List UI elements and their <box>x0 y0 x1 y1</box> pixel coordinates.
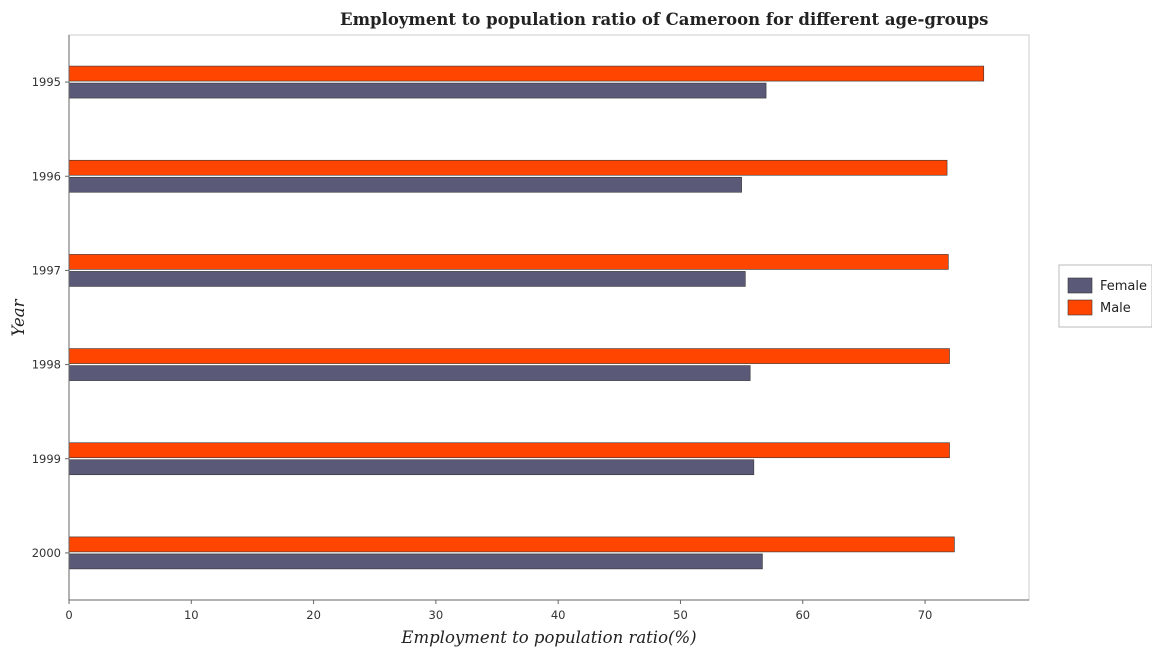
bar-male-1998 <box>68 348 950 364</box>
y-tick-label: 1999 <box>32 452 61 466</box>
chart-title: Employment to population ratio of Camero… <box>340 10 988 29</box>
y-tick-label: 1998 <box>32 358 61 372</box>
legend-label-male: Male <box>1100 301 1131 316</box>
legend-swatch-male <box>1067 299 1093 316</box>
x-tick-label: 60 <box>795 608 810 622</box>
bar-female-1996 <box>68 176 742 193</box>
x-tick-label: 50 <box>673 608 688 622</box>
x-axis-label: Employment to population ratio(%) <box>400 628 696 647</box>
y-tick-label: 2000 <box>32 546 61 560</box>
x-tick-label: 20 <box>306 608 321 622</box>
plot-area <box>68 34 1030 601</box>
y-tick-label: 1997 <box>32 263 61 277</box>
y-axis-label: Year <box>9 298 28 336</box>
x-tick-label: 40 <box>551 608 566 622</box>
legend-box <box>1058 264 1152 328</box>
y-tick-label: 1995 <box>32 75 61 89</box>
bar-male-1999 <box>68 442 950 459</box>
bar-female-2000 <box>68 553 763 570</box>
bar-female-1995 <box>68 82 767 99</box>
legend-label-female: Female <box>1100 279 1147 294</box>
x-tick-label: 70 <box>918 608 933 622</box>
bar-male-1996 <box>68 159 948 176</box>
legend: Female Male <box>1058 264 1152 328</box>
bar-male-1997 <box>68 254 949 270</box>
bar-female-1999 <box>68 459 755 476</box>
bar-male-2000 <box>68 536 955 553</box>
x-tick-label: 10 <box>184 608 199 622</box>
x-tick-label: 30 <box>429 608 444 622</box>
y-tick-label: 1996 <box>32 169 61 183</box>
bar-male-1995 <box>68 65 985 82</box>
legend-swatch-female <box>1067 277 1093 294</box>
x-tick-label: 0 <box>65 608 72 622</box>
bar-female-1998 <box>68 365 751 381</box>
bar-female-1997 <box>68 271 746 287</box>
